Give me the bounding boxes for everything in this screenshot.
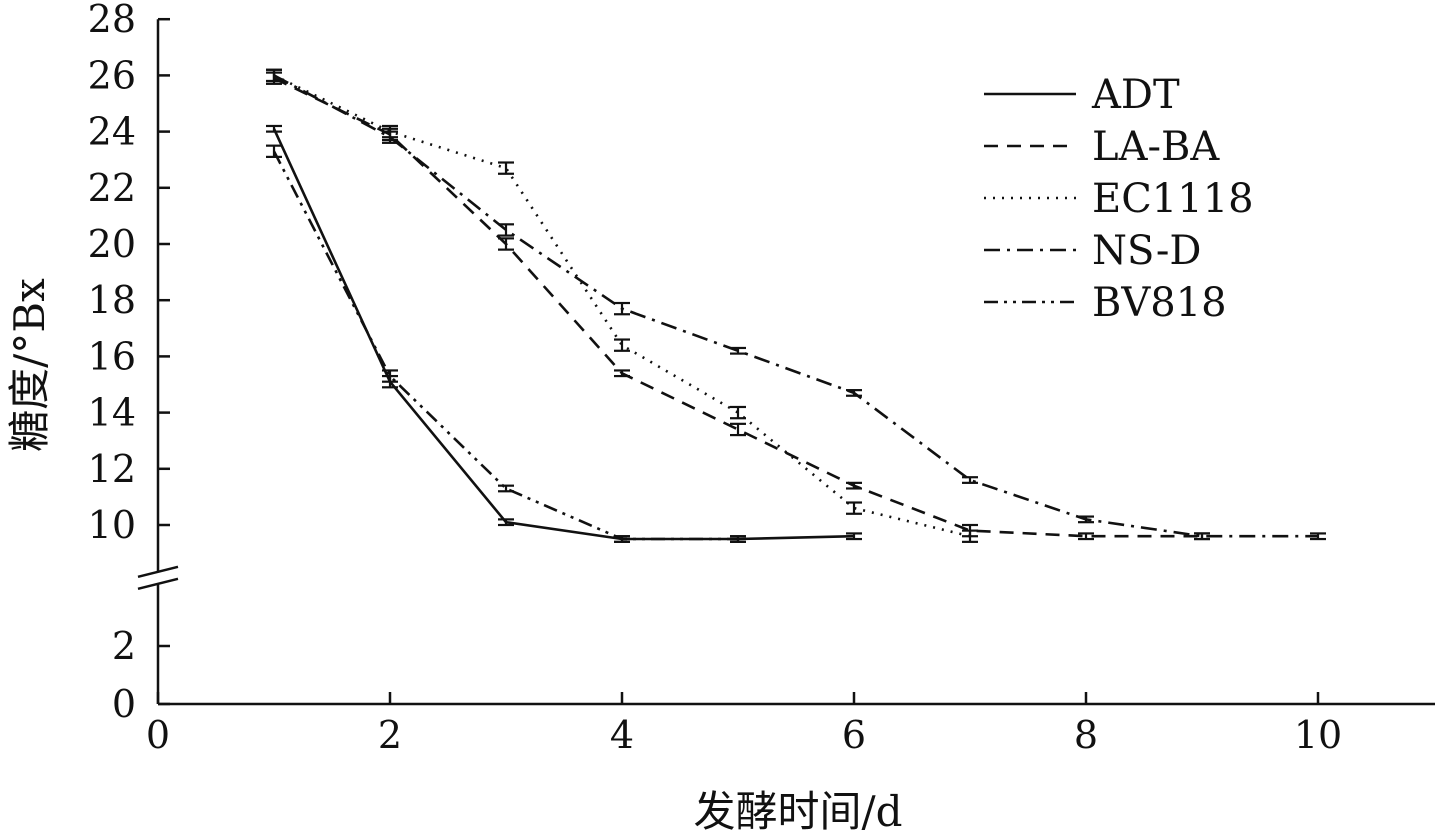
- legend-label: NS-D: [1092, 228, 1201, 274]
- legend-label: LA-BA: [1092, 124, 1220, 170]
- y-tick-label: 28: [88, 0, 136, 41]
- y-tick-label: 26: [88, 53, 136, 97]
- x-tick-label: 6: [842, 713, 866, 757]
- legend-label: BV818: [1092, 280, 1227, 326]
- y-axis-title: 糖度/°Bx: [5, 278, 54, 452]
- x-axis-title: 发酵时间/d: [693, 787, 902, 835]
- series-adt: [266, 124, 862, 543]
- legend: ADT LA-BA EC1118 NS-D BV818: [984, 72, 1254, 326]
- y-tick-label: 22: [88, 166, 136, 210]
- legend-label: ADT: [1091, 72, 1180, 118]
- x-tick-label: 2: [378, 713, 402, 757]
- x-tick-label: 4: [610, 713, 634, 757]
- legend-label: EC1118: [1092, 176, 1254, 222]
- x-tick-label: 0: [146, 713, 170, 757]
- axis-break-mark: [137, 577, 179, 591]
- series-line: [272, 128, 855, 541]
- series-line: [272, 150, 738, 541]
- y-tick-label: 20: [88, 222, 136, 266]
- y-tick-label: 12: [88, 447, 136, 491]
- plot-area: 0 2 4 6 8 100210121416182022242628ADTLA-BAEC1…: [88, 0, 1435, 757]
- x-tick-label: 10: [1294, 713, 1342, 757]
- y-tick-label: 24: [88, 110, 136, 154]
- series-la-ba: [266, 71, 1210, 541]
- y-tick-label: 16: [88, 334, 136, 378]
- axis-break-mark: [137, 565, 179, 579]
- y-tick-label: 14: [88, 391, 136, 435]
- series-line: [273, 77, 1202, 538]
- y-tick-label: 0: [112, 682, 136, 726]
- y-tick-label: 2: [112, 624, 136, 668]
- series-line: [273, 74, 1318, 538]
- y-tick-label: 10: [88, 503, 136, 547]
- y-tick-label: 18: [88, 278, 136, 322]
- series-ns-d: [266, 68, 1326, 541]
- series-bv818: [266, 144, 746, 543]
- x-tick-label: 8: [1074, 713, 1098, 757]
